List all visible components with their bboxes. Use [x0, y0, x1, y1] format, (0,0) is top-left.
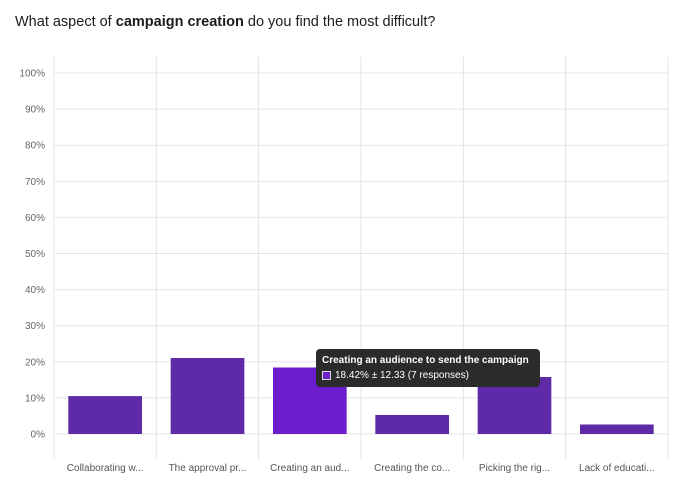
- question-prefix: What aspect of: [15, 14, 116, 30]
- y-tick-label: 70%: [25, 177, 45, 188]
- y-tick-label: 10%: [25, 393, 45, 404]
- bar-tooltip: Creating an audience to send the campaig…: [316, 349, 540, 387]
- question-suffix: do you find the most difficult?: [243, 14, 436, 30]
- y-tick-label: 100%: [19, 69, 45, 80]
- x-tick-label: Picking the rig...: [479, 463, 550, 474]
- x-tick-label: The approval pr...: [169, 463, 247, 474]
- y-tick-label: 90%: [25, 105, 45, 116]
- x-tick-label: Creating the co...: [374, 463, 450, 474]
- y-tick-label: 40%: [25, 285, 45, 296]
- bar: [375, 415, 450, 434]
- bar: [170, 358, 245, 434]
- x-tick-label: Creating an aud...: [270, 463, 350, 474]
- tooltip-swatch: [322, 371, 331, 380]
- x-tick-label: Lack of educati...: [579, 463, 655, 474]
- tooltip-row: 18.42% ± 12.33 (7 responses): [322, 369, 534, 382]
- y-tick-label: 30%: [25, 321, 45, 332]
- bar: [579, 424, 654, 434]
- bar: [68, 396, 143, 434]
- tooltip-title: Creating an audience to send the campaig…: [322, 355, 529, 366]
- tooltip-value: 18.42% ± 12.33 (7 responses): [335, 370, 469, 381]
- x-tick-label: Collaborating w...: [67, 463, 144, 474]
- y-tick-label: 60%: [25, 213, 45, 224]
- y-tick-label: 0%: [31, 430, 46, 441]
- question-title: What aspect of campaign creation do you …: [15, 14, 435, 30]
- y-tick-label: 50%: [25, 249, 45, 260]
- y-tick-label: 80%: [25, 141, 45, 152]
- question-bold: campaign creation: [115, 14, 244, 30]
- y-tick-label: 20%: [25, 357, 45, 368]
